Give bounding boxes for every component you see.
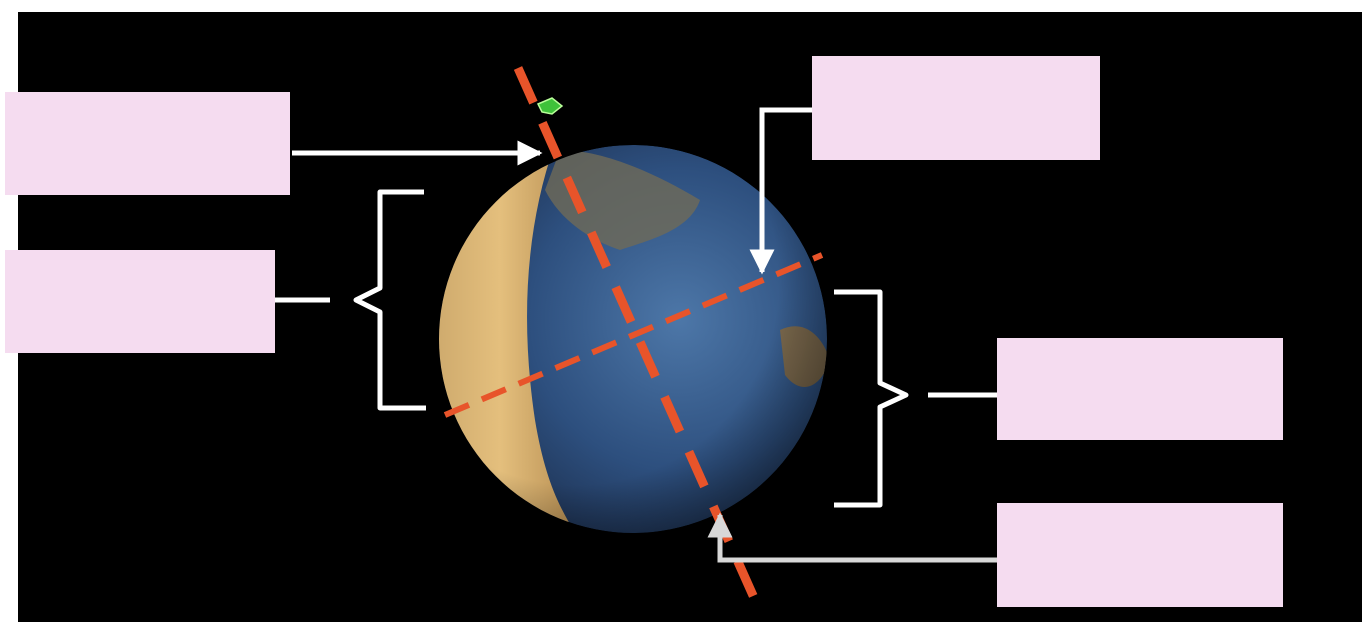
- label-box: [5, 250, 275, 353]
- arrow: [749, 107, 812, 275]
- label-box: [812, 56, 1100, 160]
- rotation-axis: [513, 66, 760, 602]
- label-box: [997, 503, 1283, 607]
- earth-shading: [439, 145, 827, 533]
- equator-line: [443, 252, 824, 418]
- satellite: [536, 97, 564, 115]
- bracket: [353, 189, 426, 411]
- arrow: [707, 512, 997, 563]
- bracket: [834, 289, 909, 508]
- label-box: [5, 92, 290, 195]
- label-box: [997, 338, 1283, 440]
